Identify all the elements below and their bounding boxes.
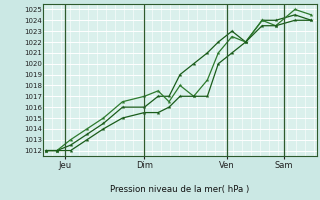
Text: Pression niveau de la mer( hPa ): Pression niveau de la mer( hPa ) [110,185,250,194]
